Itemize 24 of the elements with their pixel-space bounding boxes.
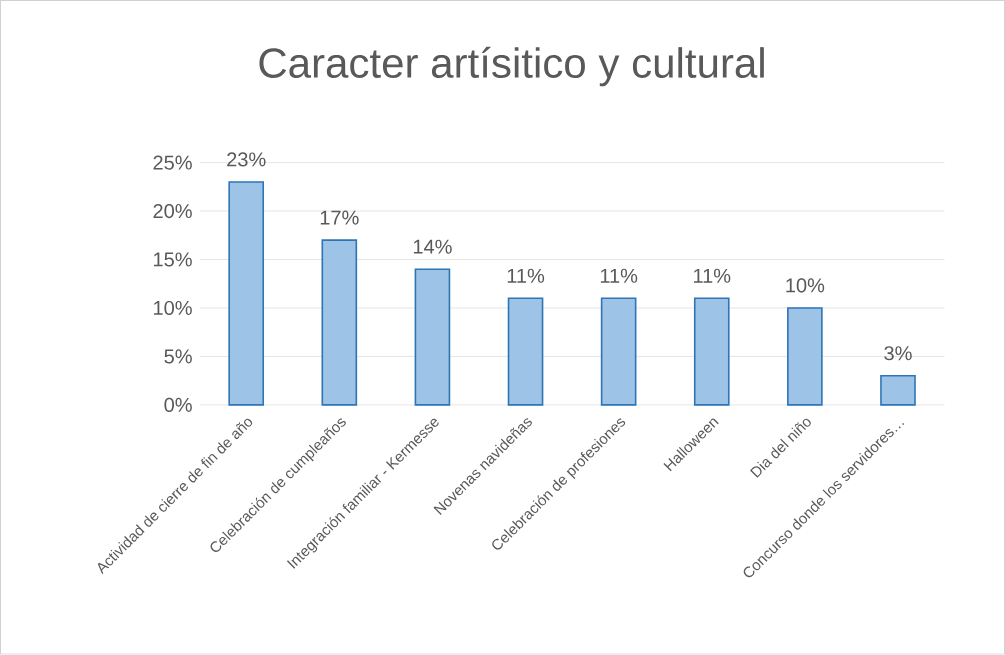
bar <box>600 297 637 406</box>
data-label: 3% <box>884 346 912 361</box>
y-tick-label: 15% <box>154 252 192 267</box>
bar <box>880 375 916 406</box>
x-tick-label: Dia del niño <box>750 418 811 478</box>
data-label: 11% <box>600 268 638 283</box>
data-label: 11% <box>507 268 545 283</box>
data-label: 11% <box>694 268 731 283</box>
data-label: 17% <box>320 210 359 225</box>
data-label: 23% <box>227 152 266 167</box>
chart-title: Caracter artísitico y cultural <box>259 46 764 87</box>
y-tick-label: 10% <box>154 301 192 316</box>
bar <box>787 307 823 406</box>
bar <box>693 297 730 406</box>
y-tick-label: 25% <box>153 155 192 170</box>
y-tick-label: 0% <box>164 398 192 413</box>
data-label: 14% <box>413 239 452 254</box>
y-tick-label: 5% <box>164 349 192 364</box>
bar <box>507 297 544 406</box>
bar <box>321 239 358 406</box>
bar <box>414 268 451 406</box>
bar <box>228 181 265 406</box>
data-label: 10% <box>786 278 825 293</box>
y-tick-label: 20% <box>153 204 192 219</box>
